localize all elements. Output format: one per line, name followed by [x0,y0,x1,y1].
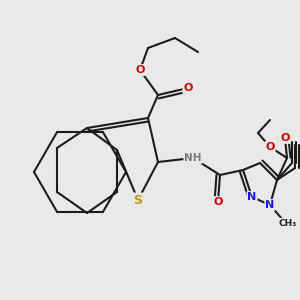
Text: O: O [183,83,193,93]
Text: CH₃: CH₃ [279,218,297,227]
Text: S: S [134,194,142,206]
Text: O: O [265,142,275,152]
Text: O: O [135,65,145,75]
Text: O: O [280,133,290,143]
Text: NH: NH [184,153,202,163]
Text: N: N [266,200,274,210]
Text: O: O [213,197,223,207]
Text: N: N [248,192,256,202]
